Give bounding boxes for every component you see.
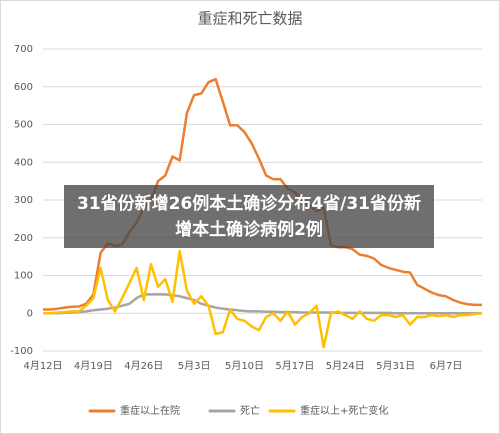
chart-title: 重症和死亡数据 xyxy=(197,10,302,28)
x-tick-label: 5月3日 xyxy=(178,360,211,372)
x-tick-label: 6月7日 xyxy=(430,360,463,372)
caption: 31省份新增26例本土确诊分布4省/31省份新增本土确诊病例2例 xyxy=(64,185,434,248)
x-tick-label: 5月17日 xyxy=(275,360,314,372)
y-tick-label: 700 xyxy=(14,44,33,55)
x-tick-label: 5月24日 xyxy=(326,360,365,372)
y-tick-label: 300 xyxy=(14,195,33,206)
x-tick-label: 5月31日 xyxy=(376,360,415,372)
series-line xyxy=(43,249,483,349)
legend-label: 死亡 xyxy=(240,404,260,417)
y-tick-label: 0 xyxy=(27,308,33,319)
y-tick-label: 500 xyxy=(14,120,33,131)
x-tick-label: 5月10日 xyxy=(225,360,264,372)
x-tick-label: 4月26日 xyxy=(124,360,163,372)
x-tick-label: 4月12日 xyxy=(23,360,62,372)
y-tick-label: 200 xyxy=(14,233,33,244)
y-tick-label: 100 xyxy=(14,271,33,282)
legend-label: 重症以上+死亡变化 xyxy=(300,404,388,417)
x-tick-label: 4月19日 xyxy=(74,360,113,372)
legend-label: 重症以上在院 xyxy=(120,404,180,417)
y-tick-label: 400 xyxy=(14,157,33,168)
y-tick-label: 600 xyxy=(14,82,33,93)
y-tick-label: -100 xyxy=(10,346,33,357)
